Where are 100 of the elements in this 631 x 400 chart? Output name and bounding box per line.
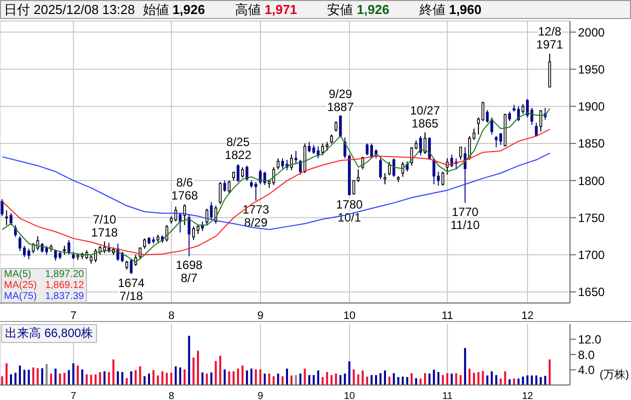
candlestick bbox=[352, 180, 356, 196]
bar bbox=[464, 348, 466, 385]
bar bbox=[130, 371, 132, 385]
y-axis-title: (万株) bbox=[600, 368, 629, 382]
bar bbox=[264, 374, 266, 385]
bar bbox=[116, 371, 119, 385]
bar bbox=[192, 358, 195, 385]
candlestick bbox=[0, 198, 4, 217]
candlestick bbox=[388, 162, 391, 176]
bar bbox=[446, 373, 448, 385]
candlestick bbox=[308, 141, 311, 153]
chart-title: 日付 2025/12/08 13:28 bbox=[4, 2, 135, 17]
x-tick-label: 9 bbox=[258, 391, 264, 400]
candlestick bbox=[276, 158, 280, 170]
candlestick bbox=[143, 238, 146, 250]
text: 1,971 bbox=[264, 2, 298, 17]
x-tick-label: 11 bbox=[442, 391, 454, 400]
bar bbox=[437, 372, 440, 385]
bar bbox=[68, 370, 70, 385]
candlestick bbox=[486, 110, 489, 124]
bar bbox=[518, 378, 520, 385]
bar bbox=[121, 372, 124, 385]
bar bbox=[152, 370, 154, 385]
candlestick bbox=[419, 136, 422, 156]
candlestick bbox=[384, 172, 386, 185]
bar bbox=[348, 361, 350, 385]
candlestick bbox=[366, 142, 369, 156]
bar bbox=[420, 378, 422, 385]
candlestick bbox=[356, 168, 360, 183]
candlestick bbox=[392, 158, 396, 178]
x-tick-label: 7 bbox=[70, 310, 77, 322]
candlestick bbox=[321, 142, 324, 156]
bar bbox=[522, 376, 524, 385]
bar bbox=[490, 371, 493, 385]
bar bbox=[268, 374, 270, 385]
bar bbox=[232, 371, 235, 385]
bar bbox=[388, 376, 390, 385]
y-tick-label: 1700 bbox=[578, 248, 606, 262]
text: MA(25) bbox=[4, 280, 37, 291]
bar bbox=[54, 368, 57, 385]
bar bbox=[81, 369, 84, 385]
x-tick-label: 8 bbox=[168, 310, 174, 322]
y-tick-label: 2000 bbox=[578, 25, 606, 40]
candlestick bbox=[508, 111, 511, 122]
bar bbox=[366, 376, 368, 385]
candlestick bbox=[254, 182, 258, 202]
bar bbox=[317, 370, 320, 385]
bar bbox=[424, 373, 426, 385]
bar bbox=[357, 374, 360, 385]
bar bbox=[339, 375, 342, 385]
bar bbox=[170, 372, 172, 385]
y-tick-label: 1950 bbox=[578, 62, 606, 76]
candlestick bbox=[441, 171, 444, 186]
bar bbox=[290, 375, 292, 385]
bar bbox=[326, 372, 328, 385]
candlestick bbox=[290, 154, 293, 171]
bar bbox=[112, 359, 114, 385]
bar bbox=[161, 371, 164, 385]
bar bbox=[322, 376, 324, 385]
candlestick bbox=[522, 104, 524, 114]
annotation: 1780 10/1 bbox=[336, 197, 364, 224]
bar bbox=[460, 375, 462, 385]
x-tick-label: 11 bbox=[442, 310, 454, 322]
bar bbox=[330, 375, 333, 385]
bar bbox=[500, 378, 502, 385]
bar bbox=[237, 368, 240, 385]
x-tick-label: 12 bbox=[521, 310, 534, 322]
bar bbox=[392, 373, 395, 385]
bar bbox=[126, 378, 128, 385]
bar bbox=[188, 336, 190, 385]
bar bbox=[402, 376, 404, 385]
bar bbox=[397, 376, 400, 385]
bar bbox=[370, 375, 373, 385]
bar bbox=[334, 374, 337, 385]
bar bbox=[472, 372, 475, 385]
candlestick bbox=[459, 146, 462, 160]
text: 終値 bbox=[419, 2, 446, 17]
text: 始値 bbox=[142, 2, 169, 17]
candlestick bbox=[481, 101, 484, 122]
bar bbox=[282, 376, 284, 385]
annotation: 1,869.12 bbox=[45, 280, 84, 291]
y-tick-label: 1750 bbox=[578, 210, 606, 225]
bar bbox=[36, 368, 39, 385]
bar bbox=[410, 373, 413, 385]
bar bbox=[455, 373, 458, 385]
bar bbox=[526, 375, 528, 385]
candlestick bbox=[130, 258, 133, 275]
text: 1,926 bbox=[356, 2, 390, 17]
candlestick bbox=[379, 158, 382, 180]
bar bbox=[375, 375, 378, 385]
bar bbox=[224, 369, 226, 385]
bar bbox=[250, 368, 252, 385]
bar bbox=[415, 378, 418, 385]
y-tick-label: 1800 bbox=[578, 174, 606, 188]
bar bbox=[530, 375, 533, 385]
bar bbox=[86, 374, 88, 385]
bar bbox=[277, 374, 280, 385]
bar bbox=[513, 378, 516, 385]
bar bbox=[99, 372, 102, 385]
text: MA(75) bbox=[4, 291, 37, 302]
